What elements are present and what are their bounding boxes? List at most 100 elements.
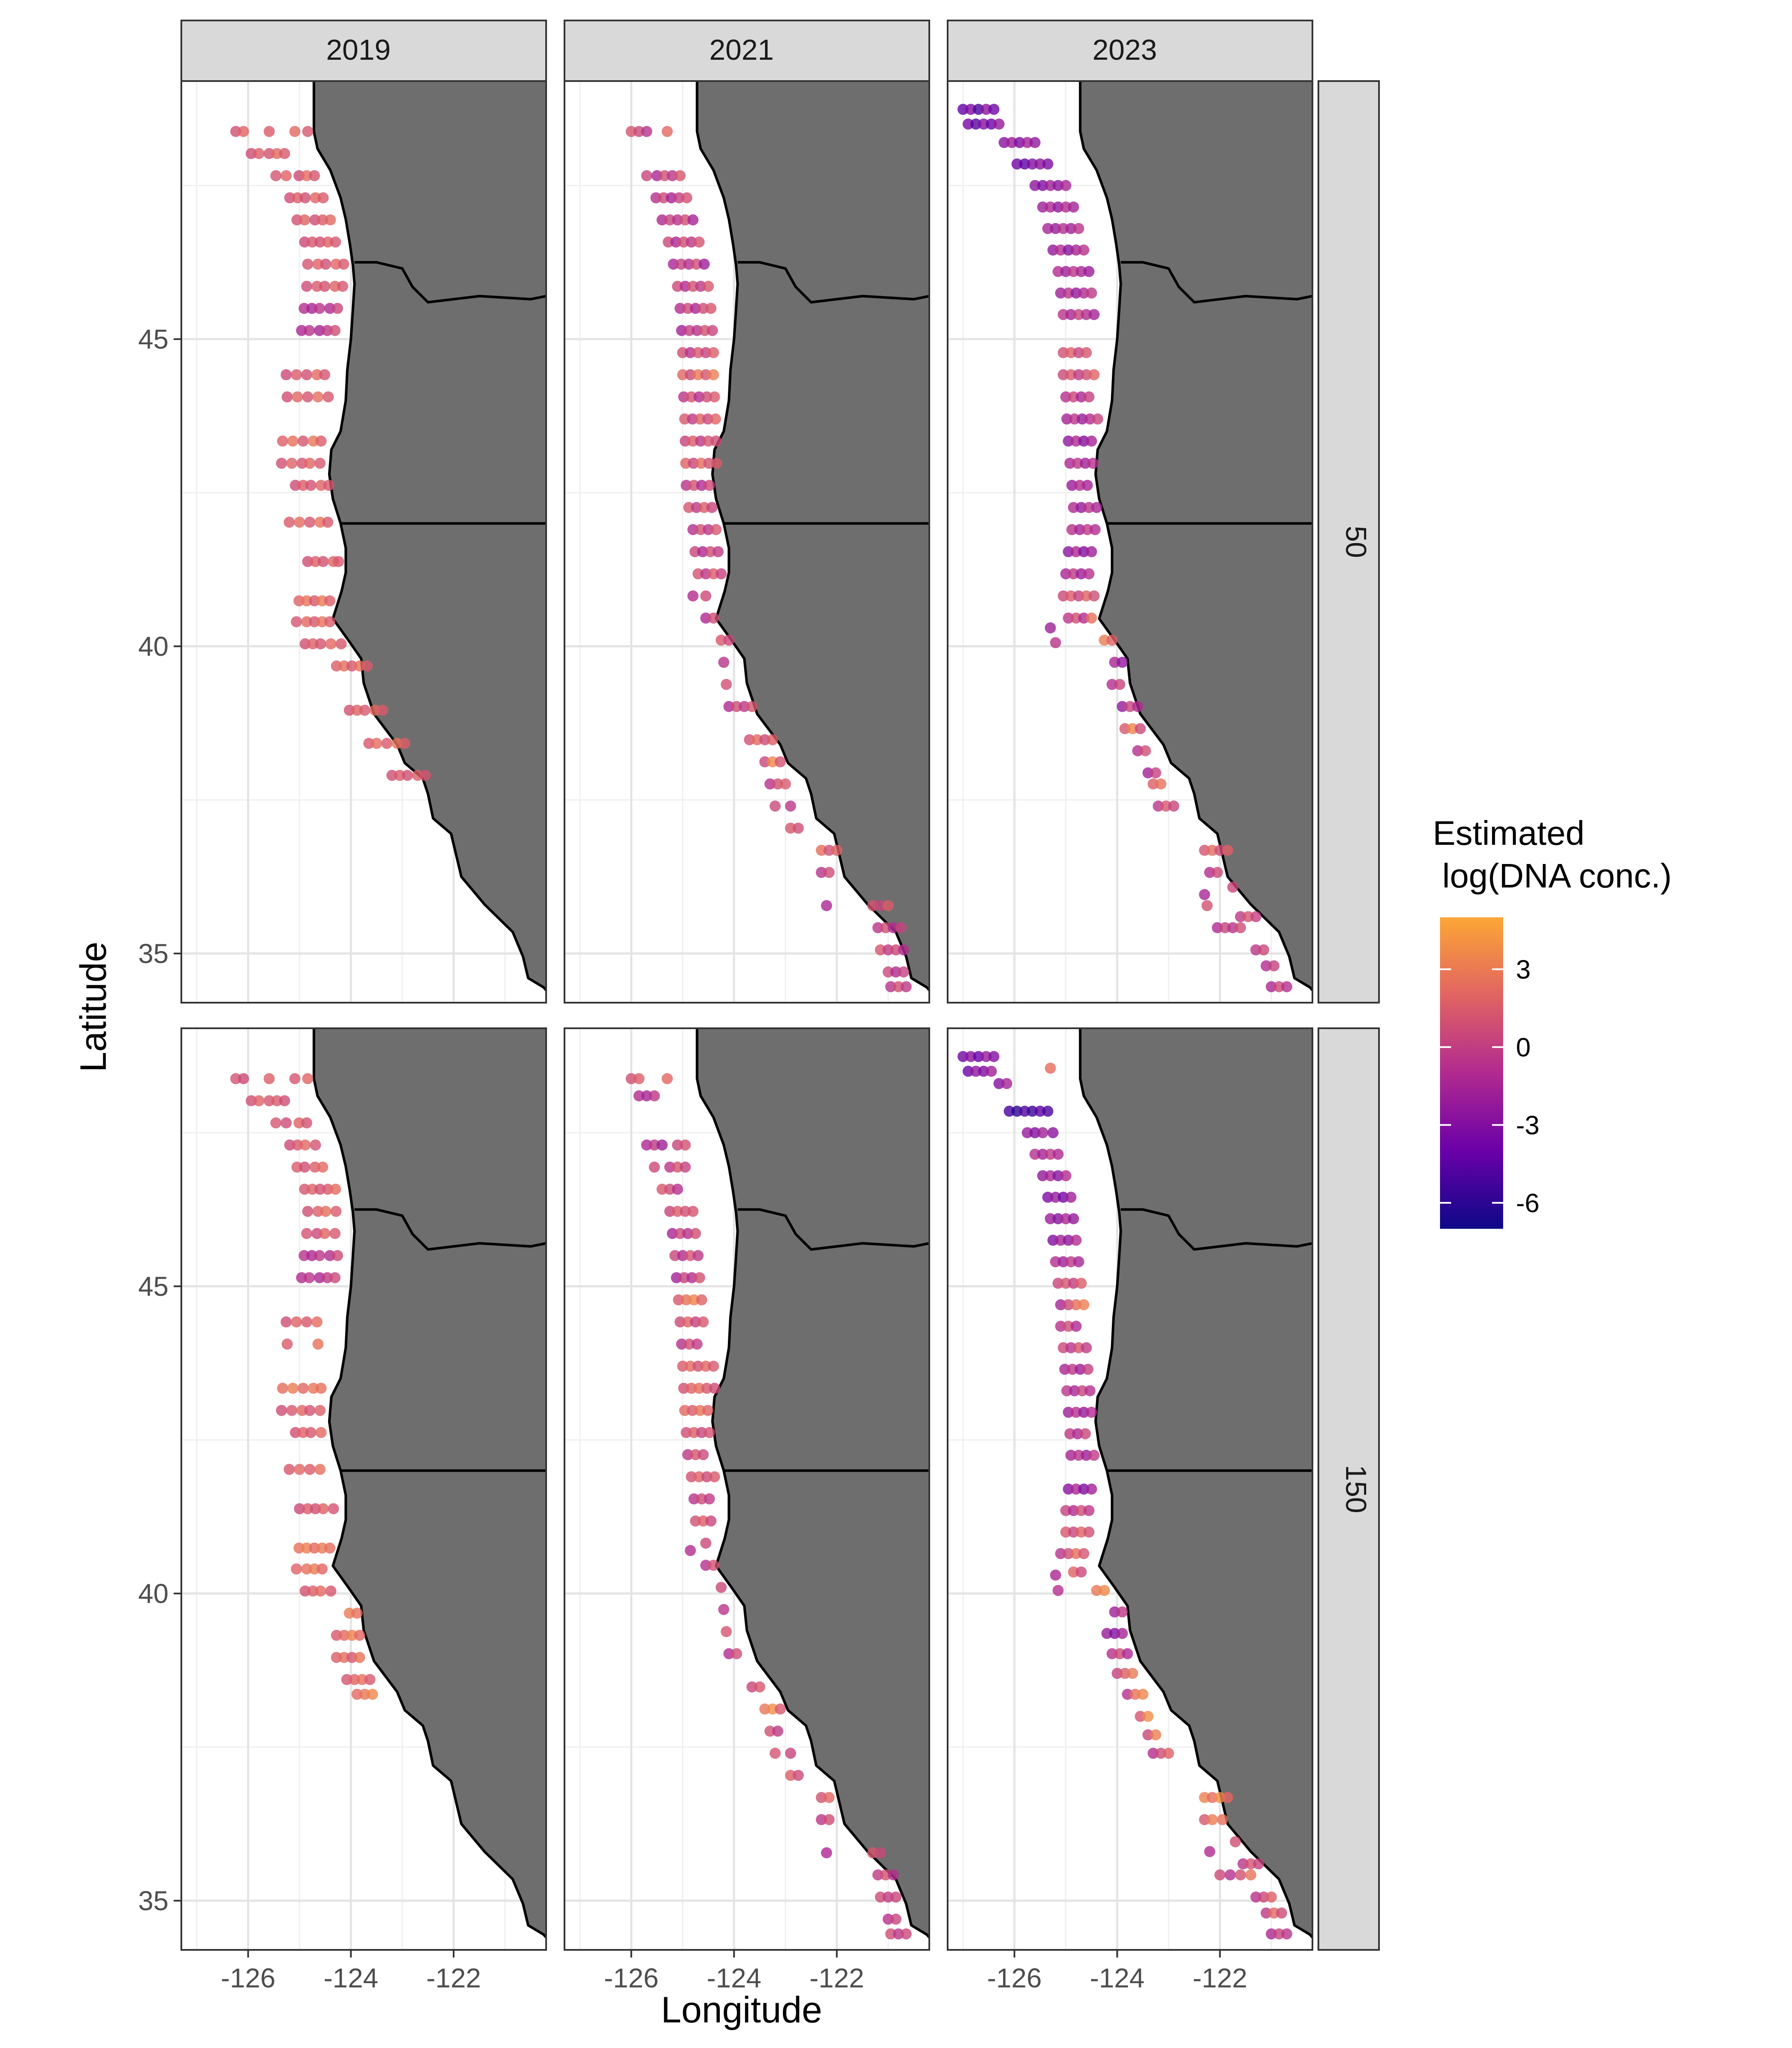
data-point	[697, 546, 708, 557]
data-point	[282, 391, 293, 403]
data-point	[685, 1361, 696, 1372]
data-point	[253, 148, 265, 159]
data-point	[687, 524, 699, 535]
data-point	[718, 1604, 730, 1615]
data-point	[1071, 244, 1082, 256]
data-point	[759, 1703, 771, 1715]
data-point	[1060, 1526, 1071, 1538]
data-point	[1082, 524, 1093, 535]
data-point	[685, 1545, 696, 1556]
data-point	[1207, 1814, 1218, 1825]
data-point	[1242, 911, 1254, 922]
legend-gradient	[1440, 917, 1503, 1229]
data-point	[723, 634, 735, 646]
data-point	[816, 1792, 827, 1803]
data-point	[898, 944, 909, 956]
data-point	[867, 900, 879, 911]
data-point	[293, 1117, 305, 1129]
data-point	[304, 1463, 316, 1475]
data-point	[1044, 1062, 1056, 1074]
x-tick-label: -126	[987, 1963, 1042, 1993]
data-point	[1253, 1858, 1264, 1870]
data-point	[705, 546, 716, 557]
data-point	[880, 1869, 891, 1881]
data-point	[678, 1272, 690, 1283]
data-point	[1087, 457, 1099, 469]
strip-col-1	[564, 20, 930, 82]
panel-plot-area	[564, 81, 929, 1003]
data-point	[676, 325, 687, 336]
data-point	[263, 126, 275, 137]
data-point	[1111, 1668, 1123, 1679]
data-point	[682, 1228, 693, 1239]
data-point	[276, 1405, 287, 1416]
data-point	[270, 1117, 282, 1129]
data-point	[821, 1847, 832, 1859]
data-point	[1082, 1364, 1094, 1375]
data-points	[625, 126, 912, 992]
data-point	[1160, 800, 1172, 812]
data-point	[314, 1463, 326, 1475]
data-point	[1250, 1891, 1262, 1903]
data-point	[1225, 1869, 1236, 1881]
data-point	[310, 192, 321, 204]
data-point	[1063, 612, 1074, 624]
data-point	[1063, 1299, 1074, 1310]
data-point	[1109, 1628, 1120, 1639]
strip-col-1-label: 2021	[709, 34, 774, 66]
data-point	[680, 281, 691, 292]
data-point	[1058, 1256, 1069, 1268]
data-point	[369, 704, 381, 716]
data-point	[1083, 1526, 1095, 1538]
data-point	[324, 595, 335, 607]
data-point	[890, 1891, 902, 1903]
data-point	[1065, 1449, 1076, 1461]
data-point	[1119, 723, 1131, 734]
data-point	[682, 1316, 693, 1328]
y-tick-label: 40	[138, 631, 169, 662]
data-point	[1207, 1792, 1218, 1803]
legend-tick-label: -3	[1516, 1111, 1539, 1140]
data-point	[306, 1250, 317, 1261]
data-point	[1068, 1277, 1079, 1289]
data-point	[709, 1382, 720, 1394]
data-point	[290, 480, 301, 491]
data-point	[1076, 568, 1087, 579]
data-point	[1086, 1484, 1097, 1495]
data-point	[294, 1503, 305, 1515]
data-point	[1078, 546, 1090, 557]
data-point	[1073, 369, 1085, 381]
data-point	[1099, 634, 1110, 646]
data-point	[330, 1206, 342, 1217]
data-point	[315, 480, 327, 491]
data-point	[1027, 1105, 1038, 1117]
y-tick-label: 40	[138, 1578, 169, 1609]
data-point	[1052, 1149, 1064, 1160]
data-point	[302, 1073, 314, 1085]
data-point	[759, 756, 771, 768]
data-point	[1063, 1321, 1074, 1332]
data-point	[1083, 266, 1095, 277]
x-tick-label: -122	[1193, 1963, 1247, 1993]
data-point	[686, 1272, 698, 1283]
data-point	[1078, 435, 1090, 447]
data-point	[716, 634, 727, 646]
data-point	[301, 1563, 312, 1575]
data-point	[301, 616, 312, 628]
data-point	[998, 137, 1010, 148]
data-point	[721, 1626, 732, 1638]
data-point	[1068, 1213, 1079, 1225]
data-point	[1050, 1569, 1061, 1581]
data-point	[312, 259, 324, 270]
data-point	[669, 1250, 681, 1261]
data-point	[831, 844, 843, 856]
data-point	[302, 1503, 314, 1515]
data-point	[677, 1250, 688, 1261]
data-point	[292, 192, 303, 204]
data-point	[764, 1725, 776, 1737]
data-point	[1044, 180, 1056, 191]
data-point	[978, 1065, 989, 1077]
data-point	[685, 369, 696, 381]
data-point	[980, 1051, 992, 1062]
strip-col-0	[180, 20, 547, 82]
